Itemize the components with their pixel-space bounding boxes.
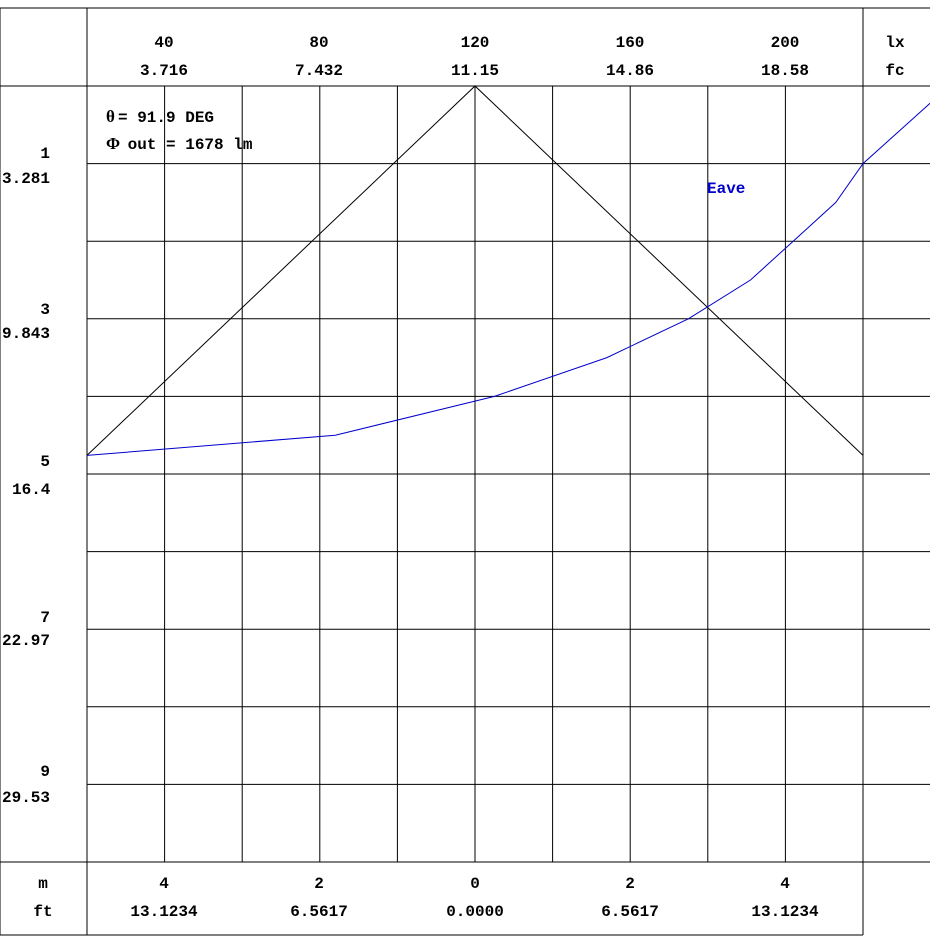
left-tick-m-5: 5 (40, 453, 50, 471)
top-tick-fc-120: 11.15 (451, 62, 499, 80)
bottom-tick-m-left-4: 4 (159, 875, 169, 893)
top-tick-lx-40: 40 (154, 34, 173, 52)
left-tick-ft-5: 16.4 (12, 481, 51, 499)
theta-annotation: = 91.9 DEG (118, 109, 214, 127)
top-tick-fc-80: 7.432 (295, 62, 343, 80)
bottom-unit-ft: ft (33, 903, 52, 921)
left-tick-m-9: 9 (40, 763, 50, 781)
flux-annotation: out = 1678 lm (118, 136, 253, 154)
top-tick-fc-40: 3.716 (140, 62, 188, 80)
bottom-tick-ft-left-2: 6.5617 (290, 903, 348, 921)
top-tick-lx-120: 120 (461, 34, 490, 52)
top-tick-fc-200: 18.58 (761, 62, 809, 80)
bottom-tick-m-left-2: 2 (314, 875, 324, 893)
left-tick-m-1: 1 (40, 145, 50, 163)
left-tick-ft-9: 29.53 (2, 789, 50, 807)
left-tick-ft-3: 9.843 (2, 325, 50, 343)
top-tick-fc-160: 14.86 (606, 62, 654, 80)
bottom-tick-m-right-4: 4 (780, 875, 790, 893)
left-tick-m-3: 3 (40, 301, 50, 319)
bottom-tick-ft-0: 0.0000 (446, 903, 504, 921)
top-tick-lx-80: 80 (309, 34, 328, 52)
bottom-tick-ft-right-2: 6.5617 (601, 903, 659, 921)
theta-symbol: θ (106, 107, 115, 126)
eave-series-label: Eave (707, 180, 745, 198)
bottom-tick-m-right-2: 2 (625, 875, 635, 893)
bottom-unit-m: m (38, 875, 48, 893)
top-tick-lx-200: 200 (771, 34, 800, 52)
bottom-tick-ft-right-4: 13.1234 (751, 903, 819, 921)
chart-frame (0, 7, 930, 936)
flux-symbol: Φ (106, 134, 120, 153)
left-tick-m-7: 7 (40, 609, 50, 627)
eave-curve (86, 102, 930, 456)
top-unit-fc: fc (885, 62, 904, 80)
left-tick-ft-7: 22.97 (2, 632, 50, 650)
bottom-tick-m-0: 0 (470, 875, 480, 893)
beam-spread-line (86, 85, 864, 456)
left-tick-ft-1: 3.281 (2, 170, 50, 188)
bottom-tick-ft-left-4: 13.1234 (130, 903, 198, 921)
grid-lines (87, 8, 930, 862)
top-unit-lx: lx (885, 34, 905, 52)
top-tick-lx-160: 160 (616, 34, 645, 52)
